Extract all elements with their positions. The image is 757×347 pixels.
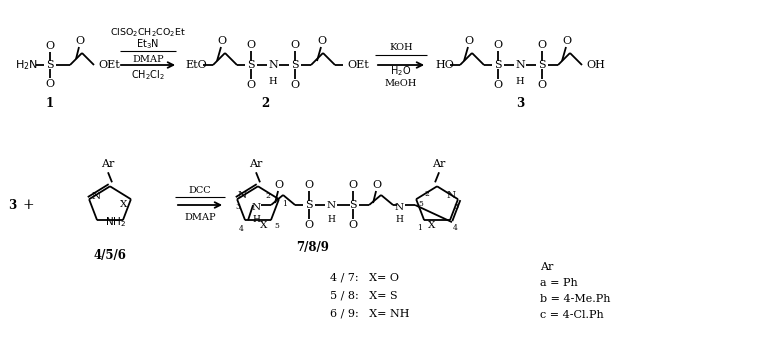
Text: $\mathsf{Et_3N}$: $\mathsf{Et_3N}$ xyxy=(136,37,160,51)
Text: 5 / 8:   X= S: 5 / 8: X= S xyxy=(330,290,397,300)
Text: O: O xyxy=(494,40,503,50)
Text: S: S xyxy=(305,200,313,210)
Text: 5: 5 xyxy=(419,200,424,208)
Text: S: S xyxy=(349,200,357,210)
Text: Ar: Ar xyxy=(249,159,263,169)
Text: N: N xyxy=(92,192,101,201)
Text: $\mathsf{H_2N}$: $\mathsf{H_2N}$ xyxy=(15,58,38,72)
Text: b = 4-Me.Ph: b = 4-Me.Ph xyxy=(540,294,610,304)
Text: 4: 4 xyxy=(453,224,457,232)
Text: H: H xyxy=(269,76,277,85)
Text: 6 / 9:   X= NH: 6 / 9: X= NH xyxy=(330,308,410,318)
Text: EtO: EtO xyxy=(185,60,207,70)
Text: DMAP: DMAP xyxy=(184,212,216,221)
Text: N: N xyxy=(515,60,525,70)
Text: O: O xyxy=(291,40,300,50)
Text: H: H xyxy=(395,214,403,223)
Text: O: O xyxy=(372,180,382,190)
Text: O: O xyxy=(304,180,313,190)
Text: a = Ph: a = Ph xyxy=(540,278,578,288)
Text: Ar: Ar xyxy=(432,159,446,169)
Text: OH: OH xyxy=(586,60,605,70)
Text: 1: 1 xyxy=(416,224,422,232)
Text: 1: 1 xyxy=(46,96,54,110)
Text: 3: 3 xyxy=(8,198,16,212)
Text: DCC: DCC xyxy=(188,186,211,195)
Text: O: O xyxy=(45,79,55,89)
Text: N: N xyxy=(238,191,247,200)
Text: N: N xyxy=(326,201,335,210)
Text: 7/8/9: 7/8/9 xyxy=(296,240,329,254)
Text: O: O xyxy=(465,36,474,46)
Text: O: O xyxy=(317,36,326,46)
Text: HO: HO xyxy=(435,60,454,70)
Text: X: X xyxy=(120,200,128,209)
Text: 2: 2 xyxy=(261,96,269,110)
Text: O: O xyxy=(291,80,300,90)
Text: $\mathsf{ClSO_2CH_2CO_2Et}$: $\mathsf{ClSO_2CH_2CO_2Et}$ xyxy=(110,27,186,39)
Text: 3: 3 xyxy=(516,96,524,110)
Text: 4 / 7:   X= O: 4 / 7: X= O xyxy=(330,272,399,282)
Text: $\mathsf{H_2O}$: $\mathsf{H_2O}$ xyxy=(391,64,412,78)
Text: 1: 1 xyxy=(282,200,288,208)
Text: 3: 3 xyxy=(235,203,241,211)
Text: DMAP: DMAP xyxy=(132,54,164,64)
Text: X: X xyxy=(428,221,435,230)
Text: H: H xyxy=(252,214,260,223)
Text: O: O xyxy=(247,80,256,90)
Text: S: S xyxy=(538,60,546,70)
Text: Ar: Ar xyxy=(540,262,553,272)
Text: 4/5/6: 4/5/6 xyxy=(94,249,126,262)
Text: S: S xyxy=(248,60,255,70)
Text: MeOH: MeOH xyxy=(385,78,417,87)
Text: OEt: OEt xyxy=(98,60,120,70)
Text: N: N xyxy=(394,203,403,212)
Text: c = 4-Cl.Ph: c = 4-Cl.Ph xyxy=(540,310,604,320)
Text: 4: 4 xyxy=(238,225,244,233)
Text: O: O xyxy=(348,180,357,190)
Text: O: O xyxy=(304,220,313,230)
Text: N: N xyxy=(268,60,278,70)
Text: O: O xyxy=(494,80,503,90)
Text: O: O xyxy=(217,36,226,46)
Text: OEt: OEt xyxy=(347,60,369,70)
Text: H: H xyxy=(327,214,335,223)
Text: O: O xyxy=(247,40,256,50)
Text: X: X xyxy=(260,221,268,230)
Text: Ar: Ar xyxy=(101,159,115,169)
Text: S: S xyxy=(291,60,299,70)
Text: N: N xyxy=(447,191,456,200)
Text: KOH: KOH xyxy=(389,42,413,51)
Text: O: O xyxy=(76,36,85,46)
Text: 2: 2 xyxy=(266,192,270,200)
Text: +: + xyxy=(22,198,34,212)
Text: O: O xyxy=(348,220,357,230)
Text: O: O xyxy=(562,36,572,46)
Text: N: N xyxy=(251,203,260,212)
Text: 2: 2 xyxy=(425,190,429,198)
Text: $\mathsf{CH_2Cl_2}$: $\mathsf{CH_2Cl_2}$ xyxy=(131,68,165,82)
Text: 5: 5 xyxy=(275,222,279,230)
Text: O: O xyxy=(537,80,547,90)
Text: O: O xyxy=(537,40,547,50)
Text: S: S xyxy=(46,60,54,70)
Text: O: O xyxy=(45,41,55,51)
Text: H: H xyxy=(516,76,525,85)
Text: O: O xyxy=(275,180,284,190)
Text: 3: 3 xyxy=(453,203,459,211)
Text: S: S xyxy=(494,60,502,70)
Text: $\mathsf{NH_2}$: $\mathsf{NH_2}$ xyxy=(105,215,126,229)
